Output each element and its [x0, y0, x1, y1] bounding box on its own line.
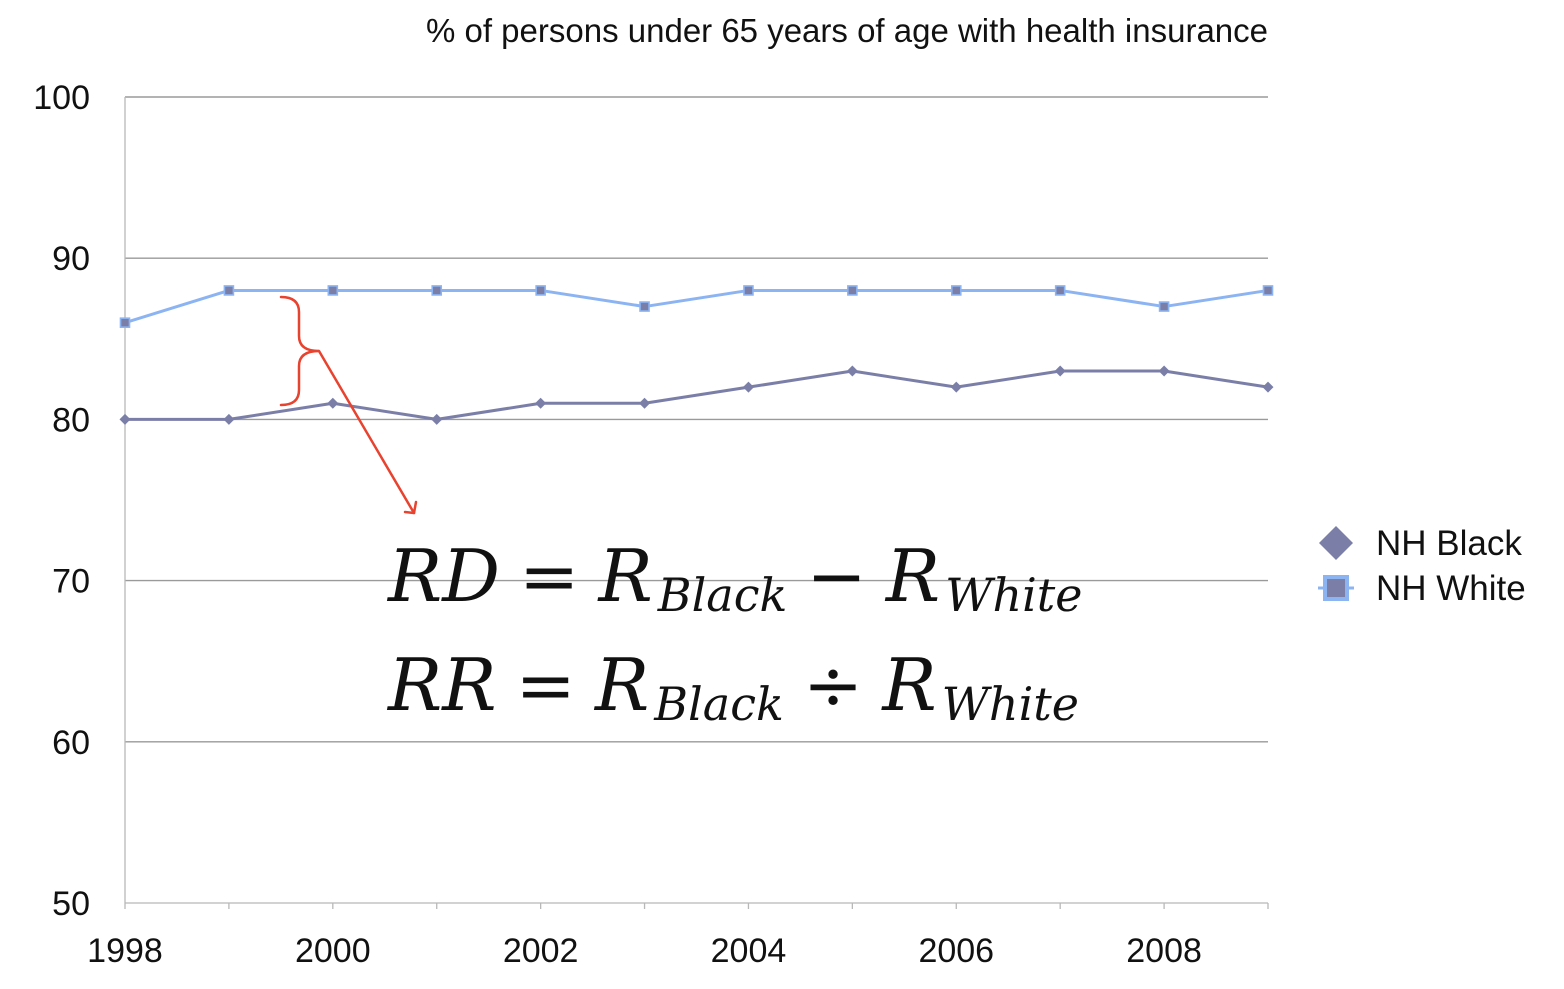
formula-rr-r2: R	[880, 643, 936, 727]
data-point-0	[327, 397, 339, 409]
data-point-0	[846, 365, 858, 377]
x-tick-label: 2002	[503, 932, 579, 970]
formula-rr-sub1: Black	[653, 677, 784, 731]
series	[119, 285, 1274, 425]
data-point-1	[535, 285, 546, 296]
data-point-0	[742, 381, 754, 393]
formula-rr: RR = R Black ÷ R White	[386, 643, 1079, 731]
data-point-1	[223, 285, 235, 296]
data-point-1	[431, 285, 443, 296]
legend-label-1: NH White	[1376, 569, 1526, 608]
data-point-1	[639, 301, 650, 312]
data-point-0	[119, 413, 131, 425]
formula-rd-r1: R	[596, 534, 652, 618]
series-line-0	[125, 369, 1269, 421]
formula-rd-op: −	[806, 534, 866, 618]
legend: NH Black NH White	[1318, 524, 1526, 608]
data-point-1	[1262, 285, 1274, 296]
y-tick-label: 60	[52, 724, 90, 762]
data-point-1	[743, 285, 754, 296]
formula-rd-eq: =	[519, 534, 579, 618]
data-point-0	[1054, 365, 1066, 377]
formula-rr-r1: R	[593, 643, 649, 727]
data-point-1	[847, 285, 858, 296]
y-tick-label: 80	[52, 401, 90, 439]
data-point-1	[1054, 285, 1066, 296]
x-tick-label: 1998	[87, 932, 163, 970]
formula-rd-lhs: RD	[386, 534, 500, 618]
y-tick-label: 90	[52, 240, 90, 278]
y-tick-label: 50	[52, 885, 90, 923]
formula-rr-op: ÷	[803, 643, 863, 727]
gridlines	[125, 96, 1268, 743]
data-point-0	[535, 397, 547, 409]
data-point-0	[950, 381, 962, 393]
legend-label-0: NH Black	[1376, 524, 1522, 563]
series-line-1	[124, 288, 1269, 325]
x-tick-label: 2004	[711, 932, 787, 970]
axes: 50 60 70 80 90 100 1998 2000 2002 2004 2006 2008	[33, 79, 1269, 970]
formula-rd-r2: R	[884, 534, 940, 618]
data-point-1	[327, 285, 339, 296]
formula-rd-sub2: White	[945, 568, 1082, 622]
x-tick-label: 2000	[295, 932, 371, 970]
data-point-0	[431, 413, 443, 425]
legend-marker-0	[1319, 526, 1353, 560]
formula-rd: RD = R Black − R White	[386, 534, 1083, 622]
data-point-1	[1158, 301, 1170, 312]
y-tick-label: 70	[52, 563, 90, 601]
formula-rr-eq: =	[516, 643, 576, 727]
y-tick-label: 100	[33, 79, 90, 117]
chart-title: % of persons under 65 years of age with …	[426, 12, 1268, 49]
difference-bracket	[279, 295, 320, 407]
x-tick-label: 2006	[918, 932, 994, 970]
data-point-1	[119, 317, 131, 328]
formula-rd-sub1: Black	[657, 568, 788, 622]
data-point-0	[223, 413, 235, 425]
annotation-arrow	[317, 349, 416, 515]
legend-marker-1	[1323, 575, 1349, 601]
formula-rr-lhs: RR	[386, 643, 496, 727]
data-point-0	[1158, 365, 1170, 377]
data-point-1	[950, 285, 962, 296]
annotations: RD = R Black − R White RR = R Black ÷ R …	[279, 295, 1083, 731]
data-point-0	[1262, 381, 1274, 393]
annotation-arrowhead	[403, 500, 418, 515]
formula-rr-sub2: White	[942, 677, 1079, 731]
data-point-0	[639, 397, 651, 409]
x-tick-label: 2008	[1126, 932, 1202, 970]
